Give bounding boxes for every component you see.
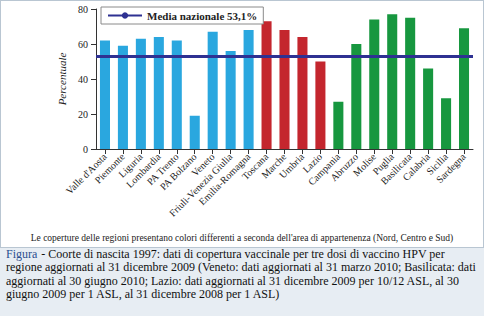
svg-text:Abruzzo: Abruzzo (328, 151, 361, 184)
svg-text:80: 80 (78, 4, 88, 15)
svg-text:Toscana: Toscana (239, 151, 271, 182)
svg-text:Calabria: Calabria (400, 151, 432, 183)
svg-text:40: 40 (78, 74, 88, 85)
svg-text:60: 60 (78, 39, 88, 50)
svg-text:Veneto: Veneto (189, 151, 217, 179)
svg-text:Piemonte: Piemonte (92, 151, 127, 186)
svg-text:Sardegna: Sardegna (434, 151, 468, 185)
svg-text:Umbria: Umbria (277, 151, 307, 181)
svg-text:Friuli-Venezia Giulia: Friuli-Venezia Giulia (166, 151, 235, 219)
svg-text:Marche: Marche (259, 151, 289, 181)
svg-text:20: 20 (78, 109, 88, 120)
svg-text:Emilia-Romagna: Emilia-Romagna (196, 151, 253, 208)
svg-text:Sicilia: Sicilia (424, 151, 450, 177)
svg-text:Media nazionale 53,1%: Media nazionale 53,1% (147, 10, 257, 22)
svg-text:PA Trento: PA Trento (144, 151, 181, 188)
svg-text:Lombardia: Lombardia (124, 151, 163, 190)
svg-text:Puglia: Puglia (370, 151, 397, 177)
svg-text:Campania: Campania (305, 151, 343, 188)
svg-text:PA Bolzano: PA Bolzano (157, 151, 199, 193)
svg-text:Percentuale: Percentuale (56, 53, 68, 107)
svg-text:Valle d'Aosta: Valle d'Aosta (63, 151, 109, 197)
html-text:Le coperture delle regioni pre: Le coperture delle regioni presentano co… (30, 233, 454, 243)
html-text:Figura - Coorte di nascita 199: Figura - Coorte di nascita 1997: dati di… (6, 247, 476, 301)
svg-text:Basilicata: Basilicata (378, 151, 415, 187)
svg-text:0: 0 (83, 144, 88, 155)
svg-text:Lazio: Lazio (300, 151, 325, 175)
svg-text:Liguria: Liguria (116, 151, 145, 180)
svg-text:Molise: Molise (350, 151, 379, 179)
